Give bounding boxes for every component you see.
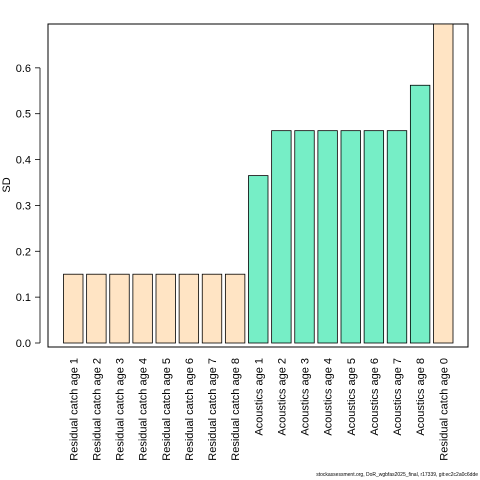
x-tick-label: Residual catch age 2 bbox=[91, 358, 103, 461]
x-tick-label: Acoustics age 8 bbox=[415, 358, 427, 436]
x-tick-label: Residual catch age 6 bbox=[184, 358, 196, 461]
bar-2 bbox=[86, 273, 107, 344]
y-tick-label: 0.2 bbox=[16, 246, 31, 258]
bar-13 bbox=[340, 130, 361, 344]
x-tick-label: Acoustics age 5 bbox=[346, 358, 358, 436]
x-tick-label: Residual catch age 4 bbox=[138, 358, 150, 461]
bar-8 bbox=[224, 273, 246, 344]
x-tick-label: Residual catch age 8 bbox=[230, 358, 242, 461]
bar-15 bbox=[386, 130, 408, 344]
x-tick-label: Acoustics age 2 bbox=[276, 358, 288, 436]
y-tick-label: 0.1 bbox=[16, 292, 31, 304]
x-tick-label: Acoustics age 7 bbox=[392, 358, 404, 436]
bar-7 bbox=[201, 273, 223, 344]
bar-3 bbox=[109, 273, 130, 344]
x-tick-label: Acoustics age 1 bbox=[253, 358, 265, 436]
x-tick-label: Residual catch age 3 bbox=[115, 358, 127, 461]
y-tick-label: 0.6 bbox=[16, 63, 31, 75]
y-tick-label: 0.5 bbox=[16, 109, 31, 121]
y-tick-label: 0.4 bbox=[16, 155, 31, 167]
x-tick-label: Residual catch age 0 bbox=[438, 358, 450, 461]
footer-caption: stockassessment.org, DoR_wgbfas2025_fina… bbox=[316, 472, 478, 478]
bar-14 bbox=[363, 130, 385, 344]
y-tick-label: 0.0 bbox=[16, 338, 31, 350]
bar-9 bbox=[248, 175, 269, 344]
bars-group bbox=[63, 23, 454, 344]
x-tick-label: Residual catch age 1 bbox=[68, 358, 80, 461]
bar-1 bbox=[63, 273, 84, 344]
x-tick-label: Acoustics age 6 bbox=[369, 358, 381, 436]
bar-5 bbox=[155, 273, 176, 344]
bar-12 bbox=[317, 130, 338, 344]
bar-4 bbox=[132, 273, 153, 344]
plot-frame bbox=[47, 23, 469, 348]
x-tick-label: Residual catch age 5 bbox=[161, 358, 173, 461]
y-tick-label: 0.3 bbox=[16, 200, 31, 212]
bar-10 bbox=[271, 130, 292, 344]
bar-16 bbox=[409, 84, 431, 344]
x-tick-label: Residual catch age 7 bbox=[207, 358, 219, 461]
bar-11 bbox=[294, 130, 315, 344]
x-tick-label: Acoustics age 4 bbox=[323, 358, 335, 436]
y-axis: 0.0 0.1 0.2 0.3 0.4 0.5 0.6 bbox=[16, 63, 41, 350]
bar-6 bbox=[178, 273, 200, 344]
bar-17 bbox=[433, 23, 454, 344]
x-tick-label: Acoustics age 3 bbox=[300, 358, 312, 436]
y-axis-label: SD bbox=[1, 177, 13, 192]
x-tick-labels: Residual catch age 1 Residual catch age 2… bbox=[68, 358, 450, 461]
